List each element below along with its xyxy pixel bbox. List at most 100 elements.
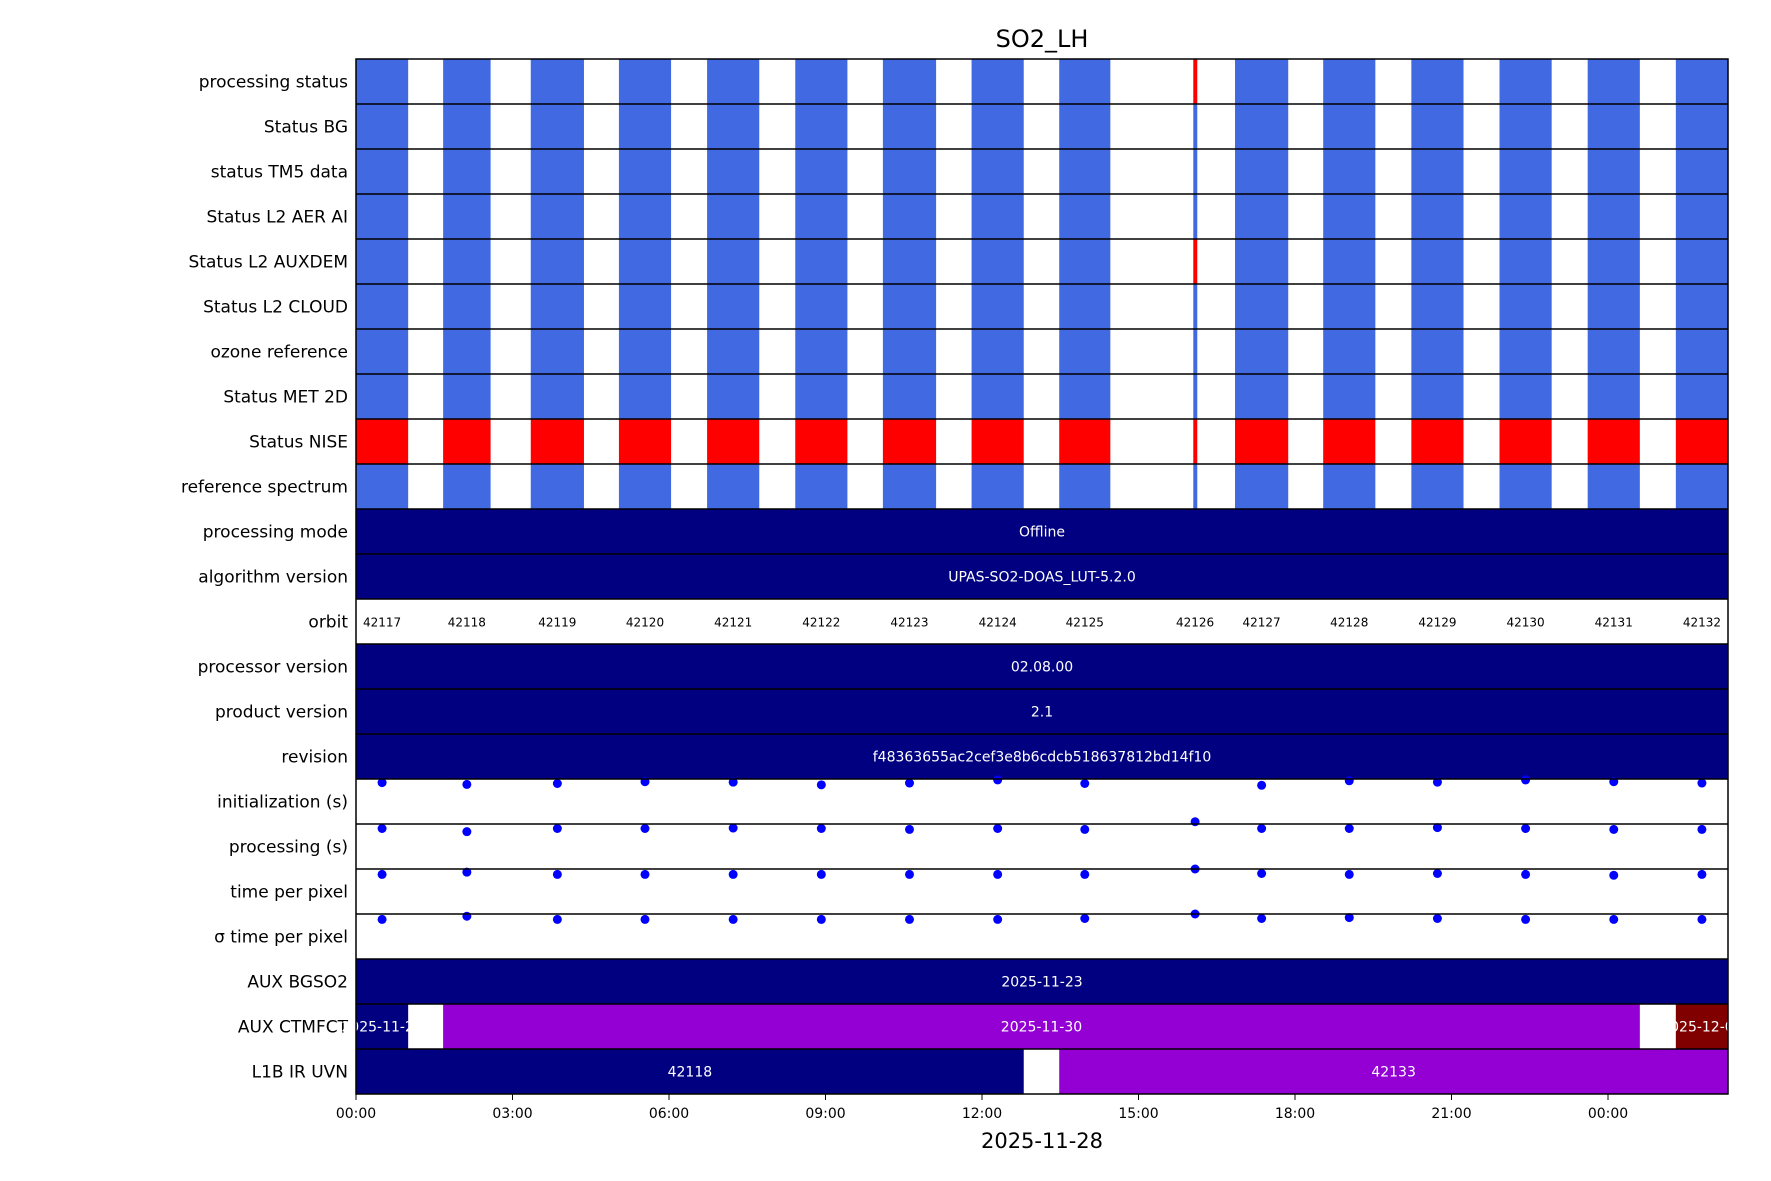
status-cell [1059, 239, 1111, 284]
data-point [552, 824, 562, 833]
data-point [1432, 869, 1442, 878]
status-cell [795, 464, 848, 509]
row-label: Status L2 AUXDEM [189, 253, 348, 273]
status-cell [1059, 59, 1111, 104]
data-point [728, 823, 738, 833]
status-cell [1193, 239, 1198, 284]
status-cell [618, 149, 672, 194]
plot-frame [355, 58, 1729, 1095]
orbit-label: 42123 [890, 616, 928, 630]
data-point [1257, 780, 1267, 790]
status-cell [1499, 104, 1552, 149]
data-point [816, 914, 826, 924]
data-point [1190, 817, 1200, 827]
status-cell [356, 104, 409, 149]
status-cell [443, 59, 491, 104]
status-cell [1675, 194, 1728, 239]
status-cell [1059, 464, 1111, 509]
status-cell [530, 59, 584, 104]
status-cell [1059, 374, 1111, 419]
data-point [640, 869, 650, 879]
data-point [1080, 914, 1090, 923]
orbit-label: 42129 [1418, 616, 1456, 630]
orbit-label: 42121 [714, 616, 752, 630]
status-cell [971, 329, 1024, 374]
status-cell [443, 374, 491, 419]
status-cell [1193, 329, 1198, 374]
status-cell [795, 104, 848, 149]
orbit-label: 42118 [448, 616, 486, 630]
status-cell [971, 59, 1024, 104]
status-cell [1411, 284, 1464, 329]
status-cell [882, 419, 937, 464]
status-cell [618, 284, 672, 329]
orbit-label: 42120 [626, 616, 664, 630]
x-tick-label: 12:00 [962, 1106, 1002, 1122]
row-label: revision [281, 748, 348, 768]
segment-label: 2025-12-01 [1661, 1020, 1742, 1036]
row-label: Status NISE [249, 433, 348, 453]
status-cell [356, 149, 409, 194]
status-cell [795, 329, 848, 374]
status-cell [1411, 59, 1464, 104]
status-cell [443, 194, 491, 239]
status-cell [530, 104, 584, 149]
status-cell [1411, 329, 1464, 374]
status-cell [1193, 419, 1198, 464]
aux-segment [1059, 1049, 1728, 1094]
status-cell [356, 419, 409, 464]
status-cell [707, 59, 760, 104]
data-point [904, 778, 914, 788]
status-cell [530, 329, 584, 374]
x-tick-label: 09:00 [805, 1106, 845, 1122]
data-point [1080, 869, 1090, 879]
status-cell [795, 59, 848, 104]
data-point [1344, 776, 1354, 786]
band-bar [356, 554, 1728, 599]
status-cell [1323, 419, 1376, 464]
status-cell [1499, 239, 1552, 284]
band-bar [356, 644, 1728, 689]
status-cell [618, 329, 672, 374]
status-cell [1059, 149, 1111, 194]
status-cell [1323, 149, 1376, 194]
status-cell [1235, 194, 1289, 239]
data-point [1609, 914, 1619, 924]
row-label: L1B IR UVN [252, 1063, 348, 1083]
status-cell [618, 464, 672, 509]
status-cell [1587, 284, 1640, 329]
status-cell [1587, 149, 1640, 194]
segment-label: 2025-11-30 [1001, 1020, 1082, 1036]
status-cell [971, 419, 1024, 464]
status-cell [1059, 419, 1111, 464]
status-cell [1235, 284, 1289, 329]
status-cell [1499, 374, 1552, 419]
status-cell [1323, 284, 1376, 329]
row-label: Status L2 AER AI [207, 208, 349, 228]
status-cell [795, 194, 848, 239]
status-cell [1587, 104, 1640, 149]
segment-label: 42118 [668, 1065, 713, 1081]
status-cell [356, 284, 409, 329]
status-cell [882, 329, 937, 374]
plot-area: processing status Status BG status TM5 dat… [181, 58, 1743, 1122]
row-label: initialization (s) [217, 793, 348, 813]
status-cell [707, 374, 760, 419]
status-cell [1193, 284, 1198, 329]
status-cell [1499, 59, 1552, 104]
x-tick-label: 00:00 [336, 1106, 376, 1122]
status-cell [1235, 104, 1289, 149]
status-cell [356, 464, 409, 509]
status-cell [1499, 149, 1552, 194]
status-cell [707, 419, 760, 464]
row-label: AUX CTMFCT [238, 1018, 349, 1038]
data-point [1257, 824, 1267, 833]
status-cell [618, 374, 672, 419]
status-cell [1587, 329, 1640, 374]
orbit-label: 42126 [1176, 616, 1214, 630]
aux-segment [356, 959, 1728, 1004]
status-cell [1587, 374, 1640, 419]
x-tick-label: 21:00 [1431, 1106, 1471, 1122]
data-point [904, 869, 914, 879]
